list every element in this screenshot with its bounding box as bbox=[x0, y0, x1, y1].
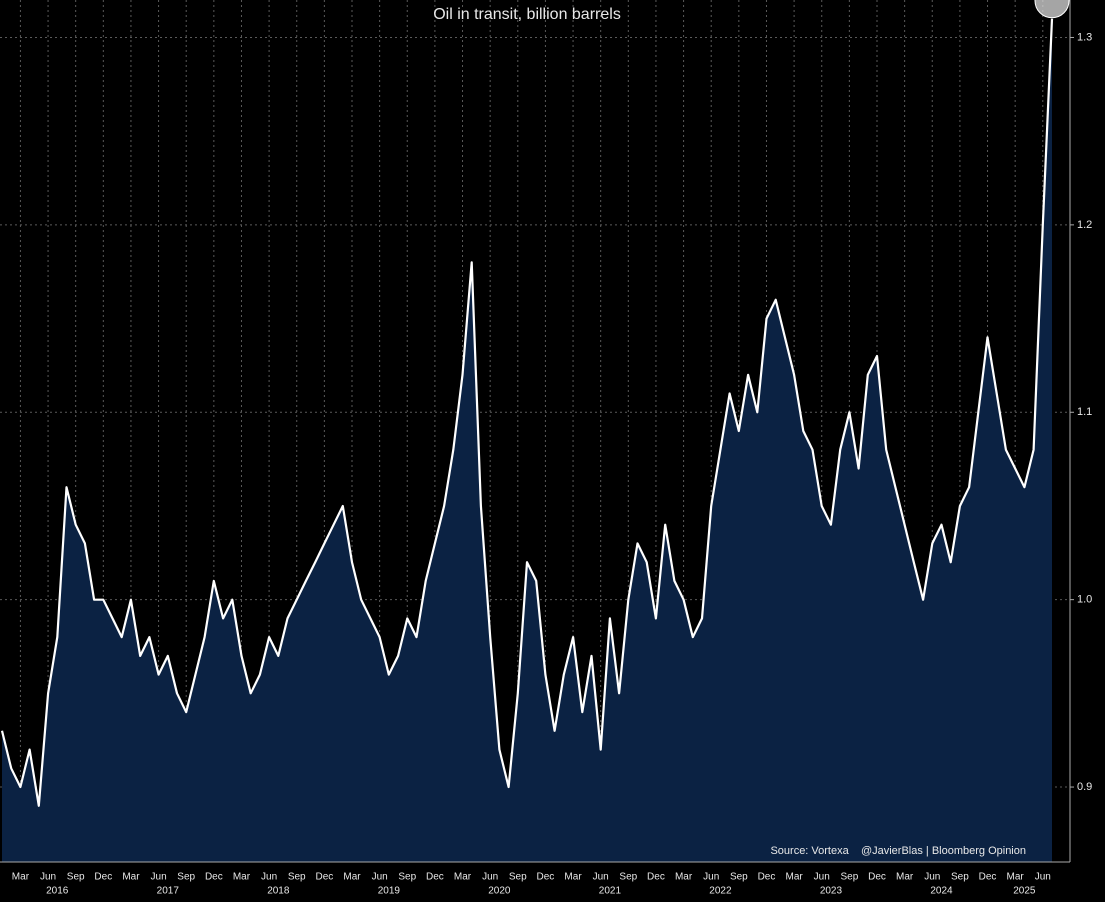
x-tick-label: Jun bbox=[482, 872, 498, 883]
x-tick-label: Sep bbox=[619, 872, 637, 883]
x-tick-label: Mar bbox=[675, 872, 693, 883]
area bbox=[2, 18, 1052, 862]
x-year-label: 2018 bbox=[267, 886, 290, 897]
x-tick-label: Mar bbox=[1007, 872, 1025, 883]
x-tick-label: Dec bbox=[979, 872, 997, 883]
x-tick-label: Sep bbox=[288, 872, 306, 883]
x-tick-label: Mar bbox=[454, 872, 472, 883]
x-tick-label: Mar bbox=[233, 872, 251, 883]
x-tick-label: Sep bbox=[951, 872, 969, 883]
x-tick-label: Dec bbox=[94, 872, 112, 883]
x-year-label: 2019 bbox=[378, 886, 401, 897]
x-year-label: 2020 bbox=[488, 886, 511, 897]
x-tick-label: Sep bbox=[177, 872, 195, 883]
x-tick-label: Dec bbox=[205, 872, 223, 883]
x-tick-label: Mar bbox=[122, 872, 140, 883]
x-tick-label: Jun bbox=[151, 872, 167, 883]
x-year-label: 2016 bbox=[46, 886, 69, 897]
x-tick-label: Mar bbox=[343, 872, 361, 883]
y-tick-label: 1.2 bbox=[1077, 219, 1092, 231]
x-tick-label: Dec bbox=[537, 872, 555, 883]
x-tick-label: Jun bbox=[924, 872, 940, 883]
y-tick-label: 0.9 bbox=[1077, 781, 1092, 793]
x-tick-label: Jun bbox=[1035, 872, 1051, 883]
x-tick-label: Sep bbox=[840, 872, 858, 883]
x-year-label: 2025 bbox=[1013, 886, 1036, 897]
y-tick-label: 1.0 bbox=[1077, 594, 1092, 606]
y-tick-label: 1.1 bbox=[1077, 406, 1092, 418]
x-tick-label: Sep bbox=[509, 872, 527, 883]
chart-title: Oil in transit, billion barrels bbox=[433, 6, 621, 23]
x-tick-label: Dec bbox=[758, 872, 776, 883]
x-tick-label: Jun bbox=[593, 872, 609, 883]
x-tick-label: Mar bbox=[785, 872, 803, 883]
x-tick-label: Jun bbox=[703, 872, 719, 883]
x-tick-label: Jun bbox=[372, 872, 388, 883]
x-tick-label: Mar bbox=[896, 872, 914, 883]
x-tick-label: Dec bbox=[868, 872, 886, 883]
x-tick-label: Jun bbox=[814, 872, 830, 883]
end-highlight bbox=[1034, 0, 1070, 19]
x-year-label: 2022 bbox=[709, 886, 732, 897]
x-tick-label: Dec bbox=[647, 872, 665, 883]
x-tick-label: Jun bbox=[40, 872, 56, 883]
x-tick-label: Mar bbox=[12, 872, 30, 883]
x-tick-label: Sep bbox=[398, 872, 416, 883]
x-year-label: 2021 bbox=[599, 886, 622, 897]
x-tick-label: Jun bbox=[261, 872, 277, 883]
x-tick-label: Sep bbox=[67, 872, 85, 883]
x-tick-label: Dec bbox=[426, 872, 444, 883]
x-year-label: 2017 bbox=[157, 886, 180, 897]
x-year-label: 2023 bbox=[820, 886, 843, 897]
x-tick-label: Dec bbox=[315, 872, 333, 883]
x-year-label: 2024 bbox=[930, 886, 953, 897]
y-tick-label: 1.3 bbox=[1077, 31, 1092, 43]
source-note: Source: Vortexa @JavierBlas | Bloomberg … bbox=[770, 845, 1026, 857]
x-tick-label: Sep bbox=[730, 872, 748, 883]
x-tick-label: Mar bbox=[564, 872, 582, 883]
data-layer bbox=[0, 0, 1070, 862]
line bbox=[0, 18, 1054, 807]
